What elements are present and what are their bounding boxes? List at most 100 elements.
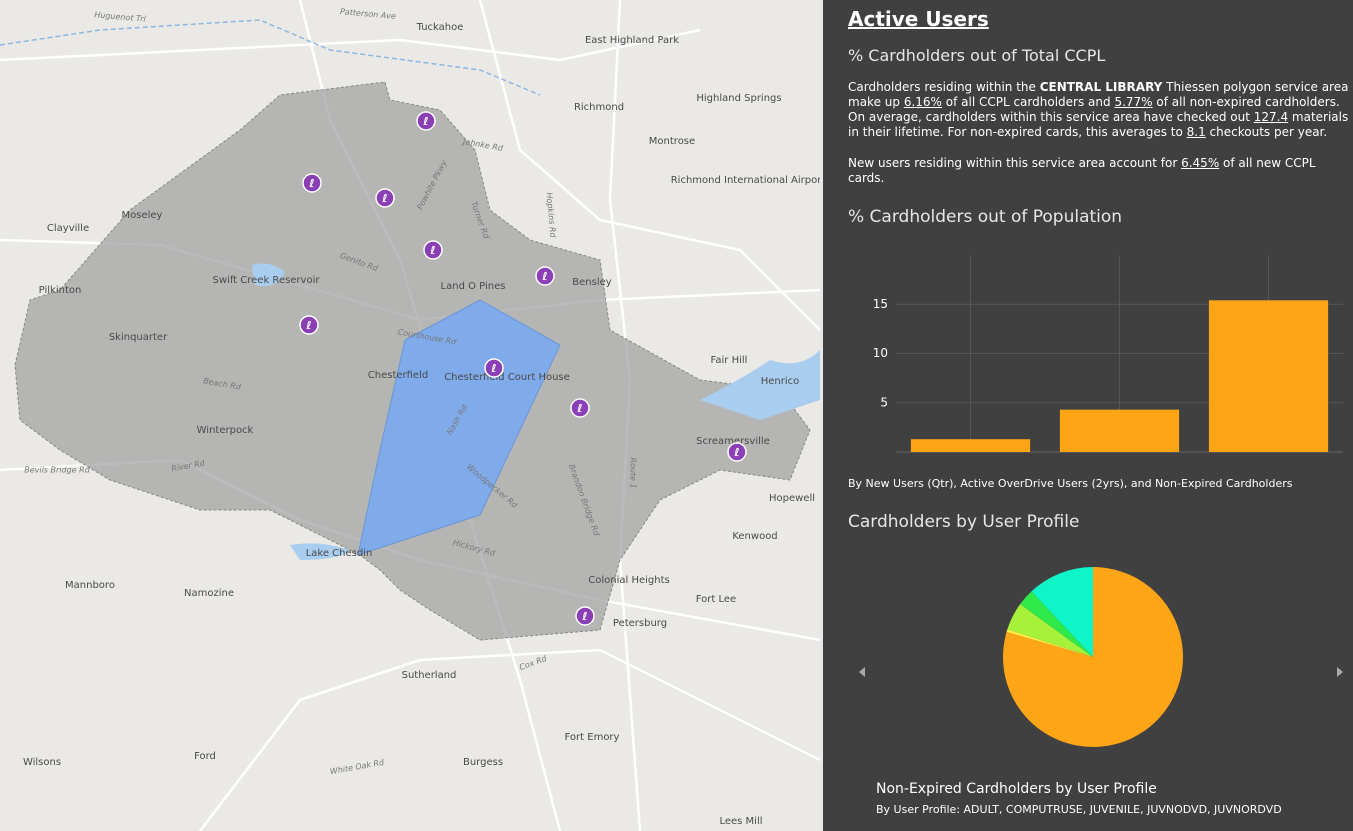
place-label: Namozine bbox=[184, 588, 234, 599]
chart-caption: By User Profile: ADULT, COMPUTRUSE, JUVE… bbox=[876, 803, 1282, 816]
pie-slice[interactable] bbox=[1031, 567, 1093, 657]
text: of all new CCPL cards. bbox=[848, 156, 1316, 185]
text: New users residing within this service a… bbox=[848, 156, 1182, 170]
panel-title: Active Users bbox=[848, 7, 989, 31]
text: materials in their lifetime. For non-exp… bbox=[848, 110, 1349, 139]
lake bbox=[290, 543, 350, 560]
library-icon: ℓ bbox=[576, 402, 582, 415]
library-icon: ℓ bbox=[581, 610, 587, 623]
library-icon: ℓ bbox=[541, 270, 547, 283]
place-label: Fort Emory bbox=[565, 732, 620, 743]
place-label: Hopewell bbox=[769, 493, 815, 504]
place-label: Mannboro bbox=[65, 580, 115, 591]
place-label: East Highland Park bbox=[585, 35, 679, 46]
text: of all CCPL cardholders and bbox=[941, 95, 1115, 109]
library-icon: ℓ bbox=[429, 244, 435, 257]
bar-chart: 5 10 15 bbox=[873, 255, 1343, 453]
road-label: Hopkins Rd bbox=[545, 192, 558, 239]
y-tick-label: 10 bbox=[873, 346, 888, 360]
library-icon: ℓ bbox=[308, 177, 314, 190]
text: of all non-expired cardholders. On avera… bbox=[848, 95, 1340, 124]
chart-title: % Cardholders out of Population bbox=[848, 207, 1123, 227]
paragraph: New users residing within this service a… bbox=[848, 156, 1353, 186]
place-label: Lees Mill bbox=[719, 816, 762, 827]
county-line bbox=[0, 19, 541, 96]
stat: 127.4 bbox=[1253, 110, 1289, 124]
place-label: Montrose bbox=[649, 136, 695, 147]
reservoir bbox=[252, 263, 285, 287]
library-marker[interactable] bbox=[299, 315, 319, 335]
prev-arrow[interactable] bbox=[859, 667, 865, 677]
chart-caption: By New Users (Qtr), Active OverDrive Use… bbox=[848, 477, 1293, 490]
library-icon: ℓ bbox=[305, 319, 311, 332]
library-marker[interactable] bbox=[575, 606, 595, 626]
place-label: Henrico bbox=[761, 376, 800, 387]
chart-subtitle: Non-Expired Cardholders by User Profile bbox=[876, 781, 1157, 797]
place-label: Wilsons bbox=[23, 757, 61, 768]
bar bbox=[1208, 300, 1329, 452]
map[interactable]: Tuckahoe East Highland Park Richmond Highla… bbox=[0, 0, 820, 831]
pie-slice[interactable] bbox=[1020, 591, 1093, 657]
place-label: Petersburg bbox=[613, 618, 667, 629]
place-label: Bensley bbox=[572, 277, 611, 288]
pie-chart bbox=[859, 567, 1343, 747]
river bbox=[700, 350, 820, 420]
library-marker[interactable] bbox=[302, 173, 322, 193]
stat: 5.77% bbox=[1114, 95, 1153, 109]
place-label: Fair Hill bbox=[711, 355, 748, 366]
stat: 6.45% bbox=[1181, 156, 1220, 170]
place-label: Moseley bbox=[122, 210, 163, 221]
place-label: Richmond International Airport bbox=[671, 175, 820, 186]
place-label: Chesterfield Court House bbox=[444, 372, 570, 383]
library-markers: ℓ ℓ ℓ ℓ ℓ ℓ ℓ ℓ ℓ ℓ bbox=[299, 111, 747, 626]
place-label: Chesterfield bbox=[368, 370, 428, 381]
place-label: Winterpock bbox=[197, 425, 254, 436]
text: checkouts per year. bbox=[1205, 125, 1328, 139]
pie-slice[interactable] bbox=[1007, 604, 1093, 657]
bar bbox=[910, 439, 1031, 452]
stat: 8.1 bbox=[1186, 125, 1206, 139]
next-arrow[interactable] bbox=[1337, 667, 1343, 677]
place-label: Land O Pines bbox=[441, 281, 506, 292]
bar bbox=[1059, 409, 1180, 452]
place-label: Colonial Heights bbox=[588, 575, 669, 586]
place-label: Kenwood bbox=[732, 531, 777, 542]
side-panel: Active Users % Cardholders out of Total … bbox=[820, 0, 1353, 831]
library-marker[interactable] bbox=[570, 398, 590, 418]
library-marker[interactable] bbox=[535, 266, 555, 286]
paragraph: Cardholders residing within the CENTRAL … bbox=[848, 80, 1353, 140]
place-label: Skinquarter bbox=[109, 332, 168, 343]
place-label: Richmond bbox=[574, 102, 624, 113]
road-label: Bevils Bridge Rd bbox=[24, 466, 90, 475]
place-label: Tuckahoe bbox=[416, 22, 464, 33]
library-marker[interactable] bbox=[423, 240, 443, 260]
place-label: Screamersville bbox=[696, 436, 770, 447]
text: CENTRAL LIBRARY bbox=[1039, 80, 1163, 94]
text: Thiessen polygon service area make up bbox=[848, 80, 1349, 109]
stat: 6.16% bbox=[903, 95, 942, 109]
library-icon: ℓ bbox=[490, 362, 496, 375]
library-marker[interactable] bbox=[484, 358, 504, 378]
y-tick-label: 5 bbox=[880, 395, 888, 409]
place-label: Fort Lee bbox=[696, 594, 736, 605]
library-icon: ℓ bbox=[381, 192, 387, 205]
y-tick-label: 15 bbox=[873, 297, 888, 311]
chart-title: Cardholders by User Profile bbox=[848, 512, 1080, 532]
place-label: Ford bbox=[194, 751, 216, 762]
library-icon: ℓ bbox=[733, 446, 739, 459]
place-label: Burgess bbox=[463, 757, 503, 768]
library-marker[interactable] bbox=[727, 442, 747, 462]
place-label: Sutherland bbox=[402, 670, 457, 681]
central-library-polygon[interactable] bbox=[357, 299, 561, 556]
place-label: Pilkinton bbox=[39, 285, 82, 296]
section-heading: % Cardholders out of Total CCPL bbox=[848, 46, 1106, 65]
library-marker[interactable] bbox=[375, 188, 395, 208]
place-label: Clayville bbox=[47, 223, 89, 234]
place-label: Lake Chesdin bbox=[306, 548, 373, 559]
place-label: Swift Creek Reservoir bbox=[213, 275, 321, 286]
library-marker[interactable] bbox=[416, 111, 436, 131]
pie-slice[interactable] bbox=[1006, 629, 1093, 657]
library-icon: ℓ bbox=[422, 115, 428, 128]
road-label: Route 1 bbox=[629, 457, 638, 488]
